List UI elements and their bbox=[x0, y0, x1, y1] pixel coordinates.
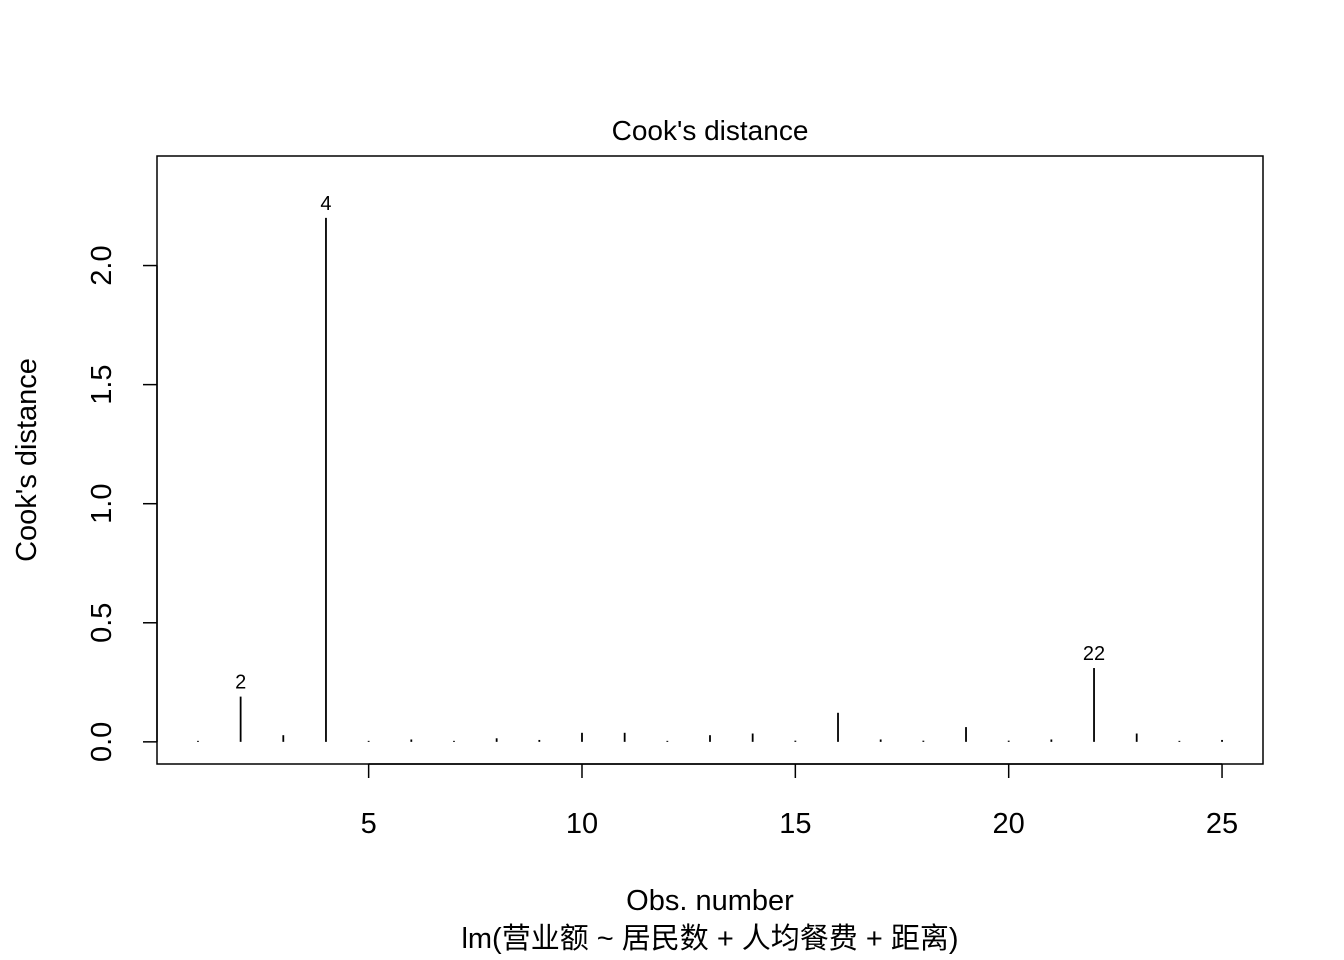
chart-title: Cook's distance bbox=[612, 115, 809, 146]
x-tick-label: 25 bbox=[1206, 808, 1238, 840]
point-labels: 2 4 22 bbox=[235, 193, 1105, 694]
y-axis: 0.0 0.5 1.0 1.5 2.0 bbox=[86, 245, 158, 762]
x-tick-label: 5 bbox=[361, 808, 377, 840]
point-label-4: 4 bbox=[320, 193, 331, 215]
x-tick-label: 20 bbox=[993, 808, 1025, 840]
y-tick-label: 0.5 bbox=[86, 603, 118, 643]
chart-subtitle: lm(营业额 ~ 居民数 + 人均餐费 + 距离) bbox=[461, 922, 958, 955]
x-tick-label: 15 bbox=[779, 808, 811, 840]
y-tick-label: 2.0 bbox=[86, 245, 118, 285]
y-tick-label: 1.0 bbox=[86, 484, 118, 524]
cooks-distance-bars bbox=[197, 217, 1223, 742]
y-tick-label: 1.5 bbox=[86, 364, 118, 404]
x-tick-label: 10 bbox=[566, 808, 598, 840]
point-label-2: 2 bbox=[235, 672, 246, 694]
y-tick-label: 0.0 bbox=[86, 722, 118, 762]
point-label-22: 22 bbox=[1083, 643, 1105, 665]
x-axis-title: Obs. number bbox=[626, 885, 794, 917]
y-axis-title: Cook's distance bbox=[11, 358, 43, 562]
plot-frame bbox=[156, 155, 1264, 765]
x-axis: 5 10 15 20 25 bbox=[361, 763, 1238, 840]
